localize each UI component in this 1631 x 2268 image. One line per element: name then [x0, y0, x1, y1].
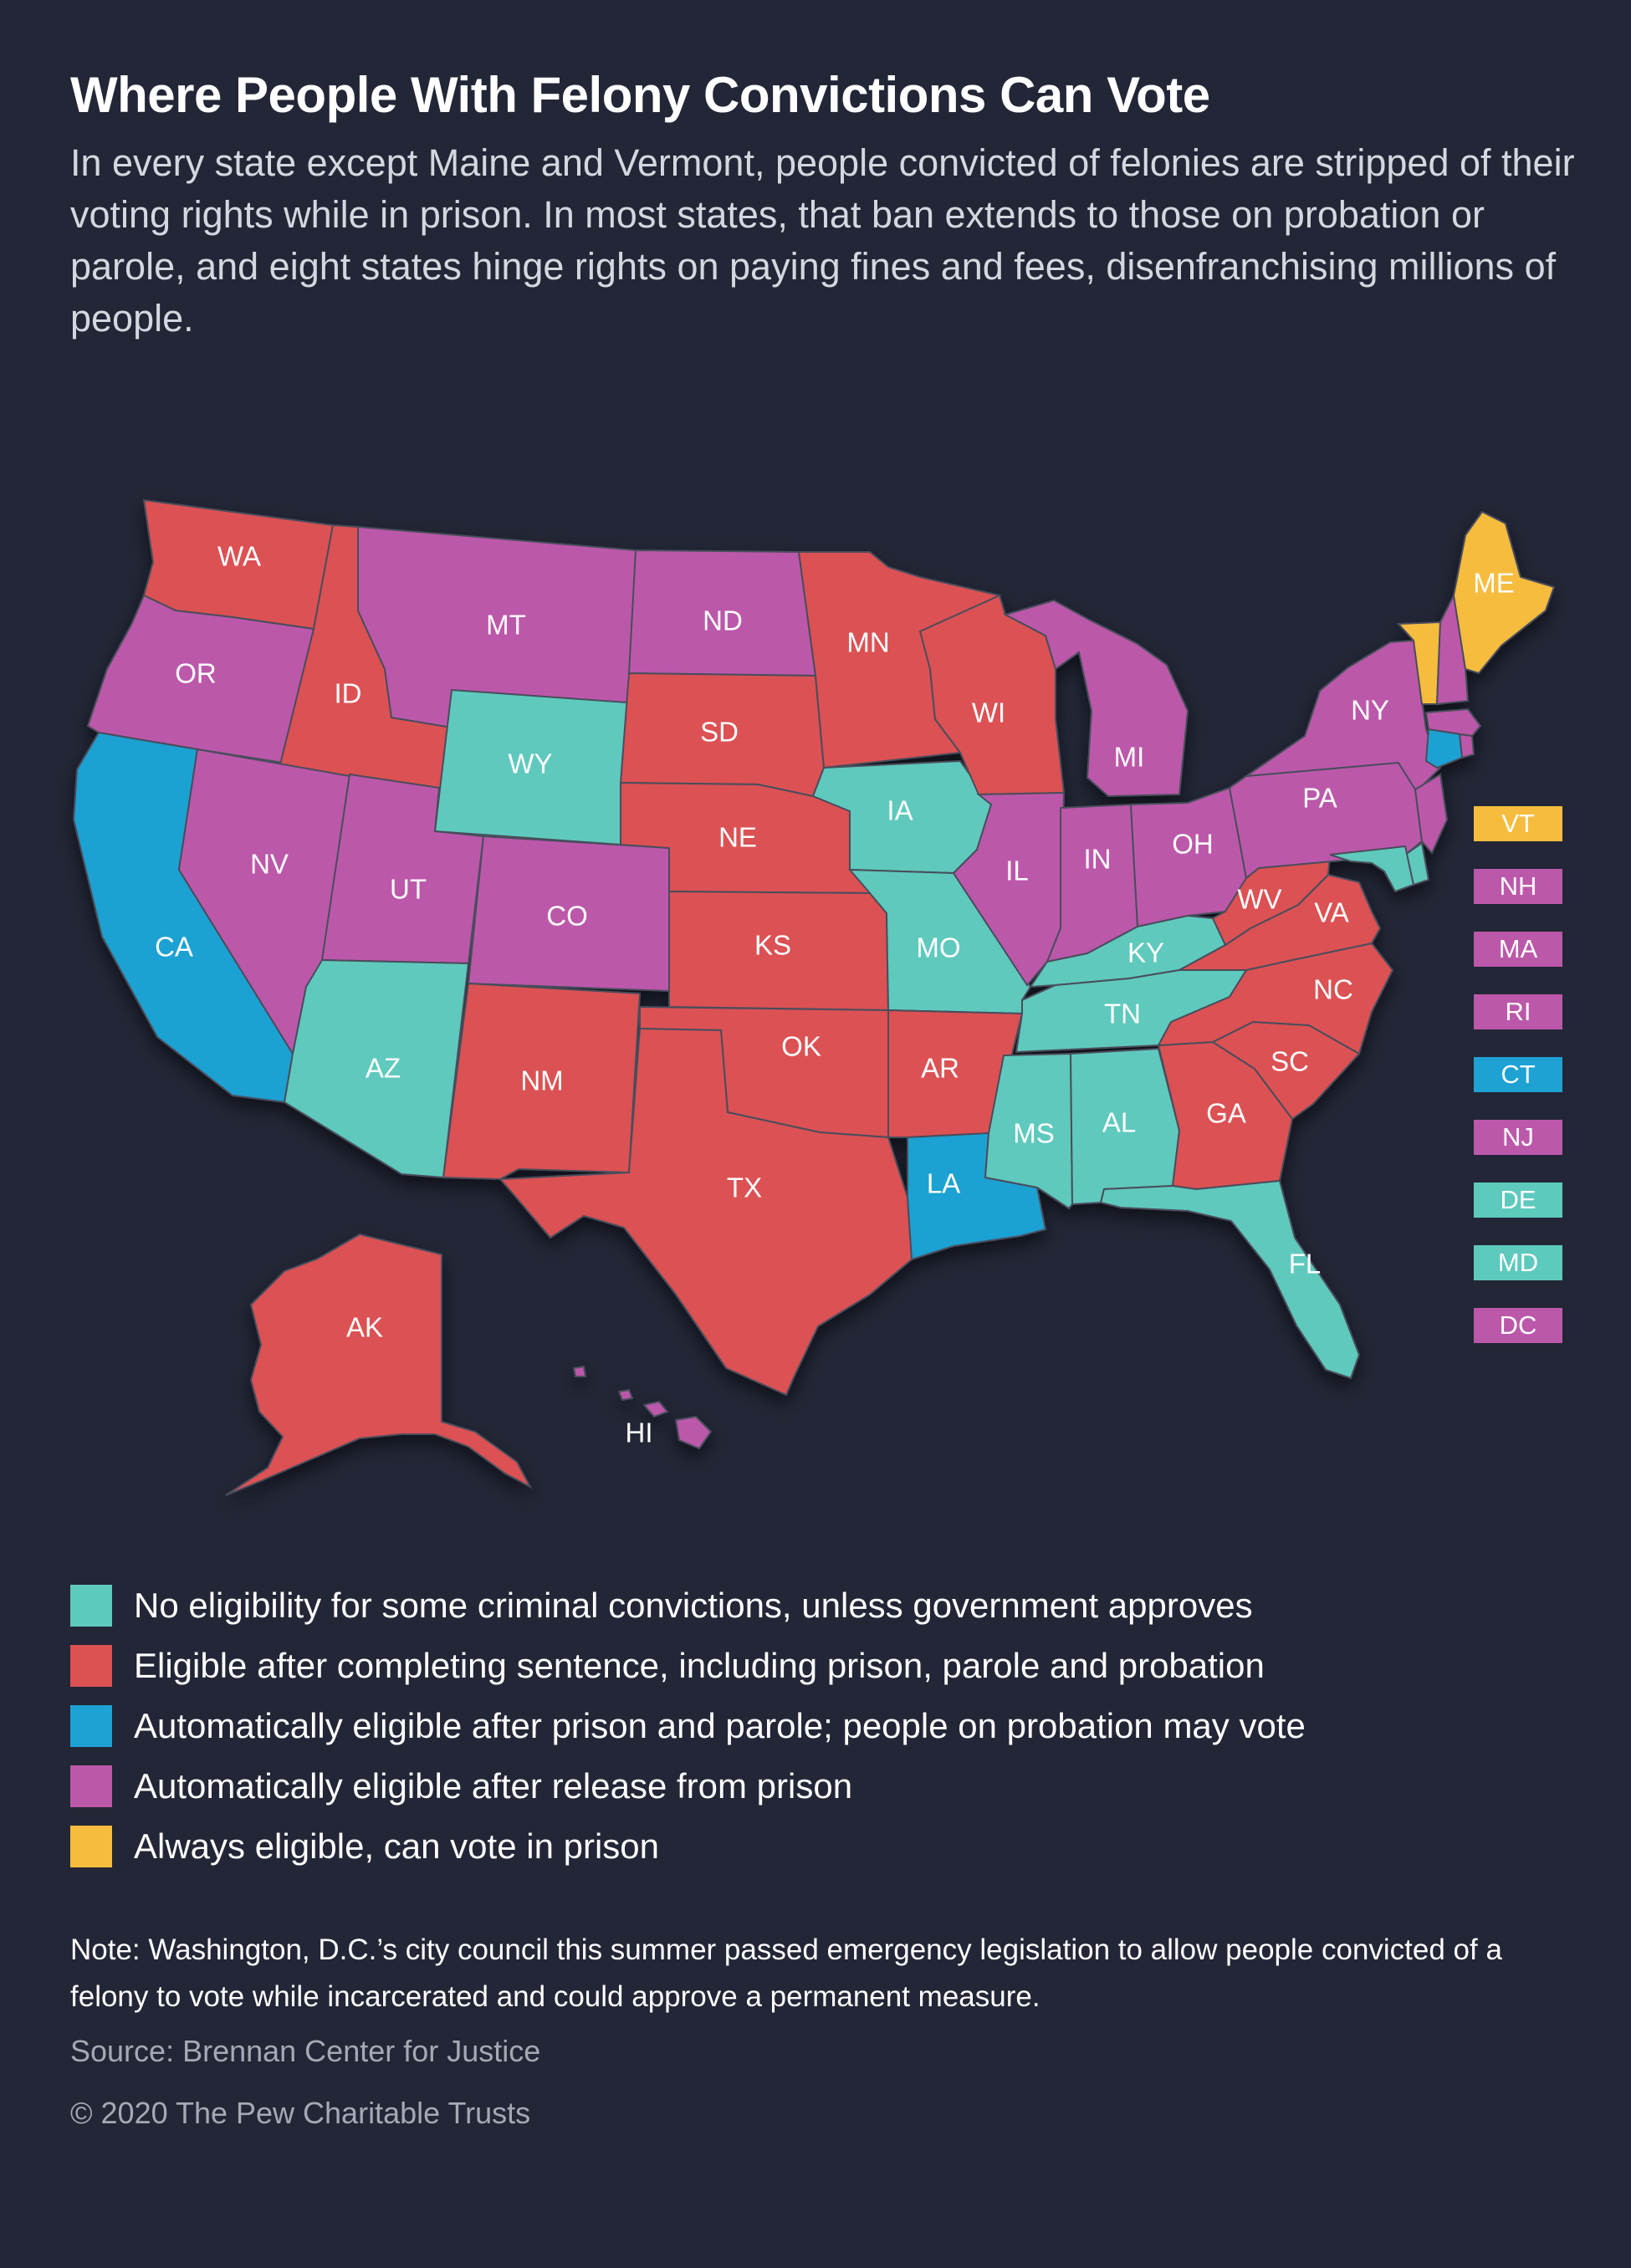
state-WI[interactable] [918, 594, 1066, 796]
state-label-PA: PA [1302, 783, 1337, 814]
legend-swatch-teal [70, 1585, 112, 1627]
state-HI[interactable] [674, 1415, 713, 1450]
state-label-MS: MS [1013, 1118, 1055, 1149]
state-label-KY: KY [1127, 937, 1164, 968]
state-label-NM: NM [520, 1065, 563, 1096]
state-label-IN: IN [1084, 844, 1112, 875]
legend-label-yellow: Always eligible, can vote in prison [134, 1826, 659, 1866]
state-label-SC: SC [1271, 1046, 1309, 1077]
small-state-VT[interactable]: VT [1474, 806, 1562, 841]
small-state-MA[interactable]: MA [1474, 932, 1562, 967]
state-MD[interactable] [1329, 845, 1415, 893]
state-label-GA: GA [1206, 1098, 1246, 1129]
state-label-CA: CA [155, 932, 193, 963]
state-TX[interactable] [498, 1027, 913, 1397]
page-title: Where People With Felony Convictions Can… [70, 67, 1210, 123]
small-state-CT[interactable]: CT [1474, 1057, 1562, 1092]
state-NH[interactable] [1435, 592, 1470, 706]
legend-swatch-purple [70, 1765, 112, 1807]
state-CT[interactable] [1424, 728, 1464, 769]
state-HI-island[interactable] [642, 1400, 669, 1418]
legend-label-teal: No eligibility for some criminal convict… [134, 1586, 1253, 1625]
state-label-OR: OR [175, 658, 217, 689]
state-label-ND: ND [703, 605, 743, 636]
state-label-TX: TX [727, 1172, 762, 1203]
state-label-VA: VA [1314, 897, 1349, 928]
state-label-NC: NC [1313, 974, 1353, 1005]
state-label-AK: AK [346, 1312, 383, 1343]
state-label-NE: NE [718, 822, 757, 853]
state-label-MO: MO [916, 932, 960, 963]
state-label-OK: OK [781, 1031, 821, 1062]
state-AK[interactable] [225, 1233, 533, 1496]
state-label-MN: MN [846, 627, 889, 658]
copyright-line: © 2020 The Pew Charitable Trusts [70, 2096, 531, 2130]
footnote: Note: Washington, D.C.’s city council th… [70, 1933, 1502, 2013]
page-subtitle: In every state except Maine and Vermont,… [70, 141, 1575, 340]
legend-swatch-yellow [70, 1826, 112, 1867]
legend-item-red: Eligible after completing sentence, incl… [70, 1636, 1576, 1696]
state-label-WA: WA [217, 541, 261, 572]
state-label-NY: NY [1351, 695, 1389, 726]
state-label-UT: UT [390, 874, 427, 905]
small-state-MD[interactable]: MD [1474, 1245, 1562, 1280]
state-label-WI: WI [972, 697, 1005, 728]
us-map: WA OR CA ID NV MT WY UT AZ CO NM ND SD N… [72, 498, 1556, 1496]
state-label-CO: CO [546, 901, 588, 932]
state-MI[interactable] [1003, 599, 1189, 798]
state-label-HI: HI [626, 1418, 653, 1448]
legend-item-blue: Automatically eligible after prison and … [70, 1696, 1576, 1756]
state-FL[interactable] [1099, 1179, 1361, 1380]
state-label-ME: ME [1473, 568, 1515, 599]
state-label-KS: KS [754, 930, 791, 961]
legend-label-purple: Automatically eligible after release fro… [134, 1766, 853, 1806]
state-label-NV: NV [250, 849, 289, 880]
state-label-ID: ID [335, 678, 362, 709]
state-HI-island[interactable] [572, 1365, 587, 1377]
small-states-legend: VT NH MA RI CT NJ DE MD DC [1474, 806, 1562, 1371]
source-line: Source: Brennan Center for Justice [70, 2034, 541, 2068]
state-label-LA: LA [927, 1168, 960, 1199]
state-label-AR: AR [921, 1053, 959, 1084]
legend-item-purple: Automatically eligible after release fro… [70, 1756, 1576, 1816]
state-MA[interactable] [1424, 707, 1482, 738]
state-NJ[interactable] [1414, 773, 1449, 855]
state-label-MI: MI [1114, 742, 1145, 773]
state-label-FL: FL [1289, 1249, 1322, 1280]
small-state-RI[interactable]: RI [1474, 994, 1562, 1029]
legend-swatch-blue [70, 1705, 112, 1747]
state-label-IA: IA [887, 795, 913, 826]
state-label-MT: MT [486, 610, 526, 641]
state-label-IL: IL [1005, 856, 1029, 886]
state-NY[interactable] [1243, 639, 1442, 791]
state-label-WV: WV [1237, 884, 1281, 915]
small-state-DC[interactable]: DC [1474, 1308, 1562, 1343]
state-label-TN: TN [1104, 999, 1141, 1029]
state-NM[interactable] [442, 982, 642, 1181]
category-legend: No eligibility for some criminal convict… [70, 1576, 1576, 1877]
legend-item-yellow: Always eligible, can vote in prison [70, 1816, 1576, 1877]
state-label-WY: WY [508, 748, 552, 779]
small-state-NH[interactable]: NH [1474, 869, 1562, 904]
state-HI-island[interactable] [617, 1388, 634, 1402]
legend-item-teal: No eligibility for some criminal convict… [70, 1576, 1576, 1636]
small-state-DE[interactable]: DE [1474, 1183, 1562, 1218]
state-label-AL: AL [1102, 1107, 1136, 1138]
legend-label-red: Eligible after completing sentence, incl… [134, 1646, 1265, 1685]
state-label-OH: OH [1172, 829, 1214, 860]
small-state-NJ[interactable]: NJ [1474, 1120, 1562, 1155]
legend-swatch-red [70, 1645, 112, 1687]
state-label-AZ: AZ [366, 1053, 401, 1084]
state-AZ[interactable] [283, 958, 470, 1179]
state-ME[interactable] [1452, 510, 1556, 675]
state-VT[interactable] [1396, 621, 1442, 705]
state-label-SD: SD [700, 717, 739, 748]
legend-label-blue: Automatically eligible after prison and … [134, 1706, 1306, 1745]
